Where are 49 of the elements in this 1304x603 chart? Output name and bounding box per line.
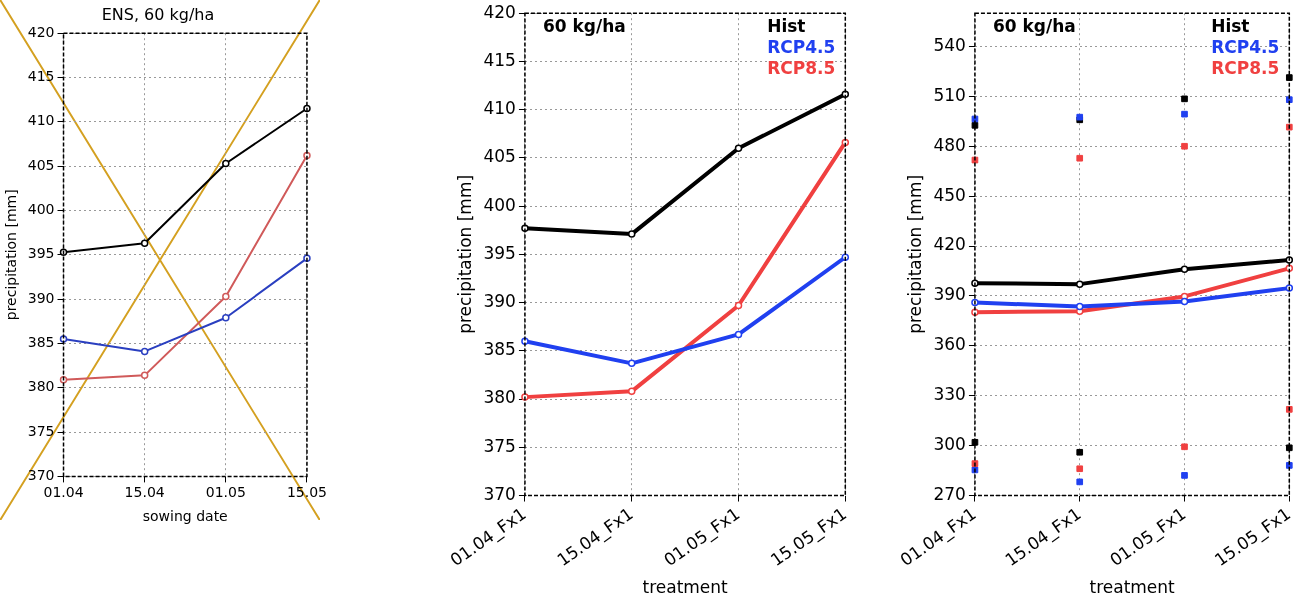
text: Hist bbox=[767, 16, 806, 37]
y-tick-label: 395 bbox=[483, 242, 516, 263]
y-tick-label: 300 bbox=[933, 434, 966, 455]
y-tick-label: 410 bbox=[27, 112, 55, 129]
y-axis-title: precipitation [mm] bbox=[3, 189, 20, 321]
y-tick-label: 390 bbox=[27, 289, 55, 306]
annotation: 60 kg/ha bbox=[542, 16, 626, 37]
y-tick-label: 420 bbox=[933, 234, 966, 255]
y-tick-label: 420 bbox=[27, 23, 55, 40]
y-tick-label: 415 bbox=[483, 49, 516, 70]
y-tick-label: 375 bbox=[27, 422, 55, 439]
y-tick-label: 380 bbox=[27, 378, 55, 395]
y-tick-label: 480 bbox=[933, 134, 966, 155]
y-tick-label: 395 bbox=[27, 245, 55, 262]
y-tick-label: 420 bbox=[483, 1, 516, 22]
y-tick-label: 410 bbox=[483, 98, 516, 119]
y-tick-label: 370 bbox=[483, 483, 516, 504]
x-axis-title: treatment bbox=[642, 577, 729, 598]
text: RCP8.5 bbox=[767, 58, 836, 79]
y-tick-label: 400 bbox=[483, 194, 516, 215]
text: RCP8.5 bbox=[1211, 58, 1280, 79]
y-tick-label: 375 bbox=[483, 435, 516, 456]
y-tick-label: 540 bbox=[933, 34, 966, 55]
y-tick-label: 510 bbox=[933, 84, 966, 105]
y-tick-label: 380 bbox=[483, 387, 516, 408]
y-tick-label: 450 bbox=[933, 184, 966, 205]
text: Hist bbox=[1211, 16, 1250, 37]
y-tick-label: 370 bbox=[27, 467, 55, 484]
y-axis-title: precipitation [mm] bbox=[904, 174, 925, 334]
x-tick-label: 01.04 bbox=[43, 484, 84, 501]
text: RCP4.5 bbox=[767, 37, 836, 58]
chart-title: ENS, 60 kg/ha bbox=[101, 4, 215, 24]
y-tick-label: 385 bbox=[483, 339, 516, 360]
x-tick-label: 15.04 bbox=[124, 484, 165, 501]
y-tick-label: 330 bbox=[933, 384, 966, 405]
y-tick-label: 400 bbox=[27, 201, 55, 218]
y-tick-label: 390 bbox=[483, 291, 516, 312]
x-axis-title: treatment bbox=[1089, 577, 1176, 598]
y-tick-label: 270 bbox=[933, 483, 966, 504]
annotation: 60 kg/ha bbox=[992, 16, 1076, 37]
x-tick-label: 01.05 bbox=[205, 484, 246, 501]
y-axis-title: precipitation [mm] bbox=[454, 174, 475, 334]
text: RCP4.5 bbox=[1211, 37, 1280, 58]
y-tick-label: 360 bbox=[933, 334, 966, 355]
x-axis-title: sowing date bbox=[142, 508, 228, 525]
y-tick-label: 405 bbox=[483, 146, 516, 167]
y-tick-label: 385 bbox=[27, 334, 55, 351]
y-tick-label: 390 bbox=[933, 284, 966, 305]
y-tick-label: 405 bbox=[27, 156, 55, 173]
